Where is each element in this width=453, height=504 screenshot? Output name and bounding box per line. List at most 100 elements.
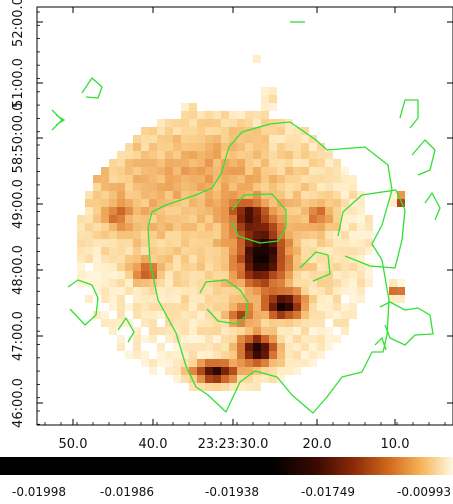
heatmap-cell [237, 335, 245, 343]
heatmap-cell [325, 343, 333, 351]
heatmap-cell [245, 255, 253, 263]
heatmap-cell [261, 319, 269, 327]
heatmap-cell [277, 263, 285, 271]
heatmap-cell [253, 327, 261, 335]
heatmap-cell [133, 207, 141, 215]
y-tick-label: 47:00.0 [11, 311, 26, 361]
heatmap-cell [109, 231, 117, 239]
heatmap-cell [285, 159, 293, 167]
heatmap-cell [165, 287, 173, 295]
heatmap-cell [245, 351, 253, 359]
heatmap-cell [141, 135, 149, 143]
x-tick-label: 50.0 [59, 437, 88, 452]
heatmap-cell [205, 327, 213, 335]
heatmap-cell [229, 199, 237, 207]
heatmap-cell [269, 375, 277, 383]
heatmap-cell [229, 279, 237, 287]
heatmap-cell [221, 159, 229, 167]
heatmap-cell [125, 151, 133, 159]
heatmap-cell [197, 255, 205, 263]
heatmap-cell [253, 279, 261, 287]
heatmap-cell [149, 279, 157, 287]
heatmap-cell [173, 239, 181, 247]
heatmap-cell [189, 191, 197, 199]
heatmap-cell [253, 159, 261, 167]
heatmap-cell [149, 247, 157, 255]
heatmap-cell [229, 375, 237, 383]
heatmap-cell [293, 239, 301, 247]
heatmap-cell [117, 191, 125, 199]
heatmap-cell [85, 279, 93, 287]
heatmap-cell [109, 295, 117, 303]
heatmap-cell [261, 223, 269, 231]
heatmap-cell [117, 231, 125, 239]
heatmap-cell [229, 271, 237, 279]
heatmap-cell [213, 159, 221, 167]
heatmap-cell [285, 247, 293, 255]
heatmap-cell [165, 175, 173, 183]
heatmap-cell [397, 279, 405, 287]
heatmap-cell [101, 199, 109, 207]
heatmap-cell [277, 335, 285, 343]
heatmap-cell [237, 167, 245, 175]
heatmap-cell [181, 127, 189, 135]
heatmap-cell [245, 327, 253, 335]
heatmap-cell [181, 271, 189, 279]
heatmap-cell [173, 135, 181, 143]
heatmap-cell [213, 295, 221, 303]
heatmap-cell [205, 199, 213, 207]
heatmap-cell [109, 183, 117, 191]
heatmap-cell [189, 199, 197, 207]
heatmap-cell [133, 343, 141, 351]
heatmap-cell [277, 143, 285, 151]
heatmap-cell [157, 327, 165, 335]
heatmap-cell [157, 199, 165, 207]
heatmap-cell [261, 135, 269, 143]
heatmap-cell [213, 215, 221, 223]
heatmap-cell [189, 311, 197, 319]
heatmap-cell [149, 215, 157, 223]
heatmap-cell [253, 231, 261, 239]
heatmap-cell [213, 343, 221, 351]
heatmap-cell [189, 319, 197, 327]
heatmap-cell [261, 303, 269, 311]
heatmap-cell [325, 167, 333, 175]
heatmap-cell [133, 159, 141, 167]
heatmap-cell [85, 223, 93, 231]
heatmap-cell [101, 319, 109, 327]
heatmap-cell [125, 279, 133, 287]
heatmap-cell [101, 239, 109, 247]
heatmap-cell [181, 263, 189, 271]
heatmap-cell [165, 359, 173, 367]
heatmap-cell [189, 367, 197, 375]
heatmap-cell [269, 175, 277, 183]
heatmap-cell [349, 215, 357, 223]
heatmap-cell [197, 239, 205, 247]
heatmap-cell [101, 255, 109, 263]
heatmap-cell [101, 223, 109, 231]
heatmap-cell [261, 111, 269, 119]
heatmap-cell [357, 191, 365, 199]
heatmap-cell [333, 255, 341, 263]
heatmap-cell [349, 191, 357, 199]
heatmap-cell [245, 231, 253, 239]
heatmap-cell [189, 279, 197, 287]
heatmap-cell [237, 127, 245, 135]
heatmap-cell [293, 287, 301, 295]
heatmap-cell [141, 255, 149, 263]
heatmap-cell [285, 183, 293, 191]
heatmap-cell [189, 295, 197, 303]
heatmap-cell [333, 159, 341, 167]
heatmap-cell [293, 335, 301, 343]
heatmap-cell [237, 383, 245, 391]
heatmap-cell [325, 311, 333, 319]
heatmap-cell [341, 255, 349, 263]
heatmap-cell [309, 231, 317, 239]
heatmap-cell [237, 319, 245, 327]
heatmap-cell [285, 231, 293, 239]
heatmap-cell [181, 375, 189, 383]
heatmap-cell [365, 231, 373, 239]
heatmap-cell [293, 343, 301, 351]
heatmap-cell [245, 263, 253, 271]
